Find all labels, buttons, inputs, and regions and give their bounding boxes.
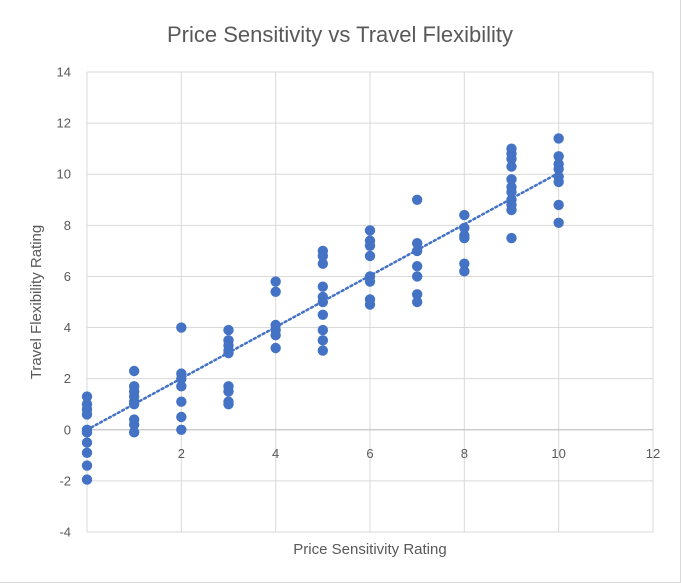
data-point (81, 409, 93, 420)
data-point (459, 209, 470, 221)
data-point (176, 424, 187, 435)
data-point (81, 427, 93, 438)
data-point (81, 460, 93, 471)
data-point (270, 342, 281, 354)
data-point (128, 419, 140, 430)
data-point (317, 335, 329, 346)
data-point (411, 261, 423, 272)
chart-title: Price Sensitivity vs Travel Flexibility (167, 22, 513, 47)
data-point (553, 176, 564, 188)
x-tick-label: 8 (461, 446, 468, 461)
data-point (411, 271, 423, 282)
data-point (506, 232, 517, 244)
x-tick-label: 10 (551, 446, 565, 461)
data-point (411, 238, 423, 249)
y-tick-label: 12 (57, 116, 71, 131)
data-point (364, 225, 376, 236)
data-point (223, 386, 234, 397)
data-point (411, 245, 423, 257)
y-tick-label: 4 (64, 320, 71, 335)
data-point (411, 289, 423, 300)
y-axis-title: Travel Flexibility Rating (28, 225, 45, 380)
y-tick-label: 0 (64, 422, 71, 437)
data-point (506, 204, 517, 216)
data-point (553, 151, 564, 162)
data-point (176, 411, 187, 423)
trendline-layer (85, 171, 560, 432)
data-point (553, 199, 564, 211)
data-point (81, 437, 93, 448)
x-tick-label: 2 (178, 446, 185, 461)
data-point (270, 286, 281, 297)
data-point (317, 345, 329, 356)
data-point (506, 186, 517, 198)
data-point (364, 250, 376, 262)
data-point (459, 222, 470, 234)
trendline (85, 171, 560, 432)
data-point (317, 309, 329, 320)
data-point (364, 299, 376, 310)
data-point (128, 399, 140, 410)
x-tick-label: 12 (646, 446, 660, 461)
data-point (81, 474, 93, 485)
data-point (317, 281, 329, 292)
data-point (459, 232, 470, 244)
data-point (553, 217, 564, 228)
data-point (223, 399, 234, 410)
data-point (506, 174, 517, 185)
data-point (317, 250, 329, 262)
y-tick-label: 6 (64, 269, 71, 284)
data-point (553, 133, 564, 144)
data-point (223, 324, 234, 336)
y-tick-label: 2 (64, 371, 71, 386)
data-point (411, 194, 423, 205)
data-point (128, 427, 140, 438)
y-tick-label: -4 (59, 525, 71, 540)
x-axis-title: Price Sensitivity Rating (293, 541, 446, 558)
tick-labels: -4 -2 0 2 4 6 8 10 12 14 2 4 6 8 10 12 (57, 65, 661, 540)
data-point (364, 276, 376, 287)
data-point (317, 296, 329, 308)
y-tick-label: -2 (59, 473, 71, 488)
data-point (459, 266, 470, 277)
y-tick-label: 8 (64, 218, 71, 233)
data-point (176, 373, 187, 384)
data-point (176, 322, 187, 333)
x-tick-label: 6 (366, 446, 373, 461)
y-tick-label: 14 (57, 65, 71, 80)
data-point (553, 163, 564, 175)
data-points (81, 133, 564, 485)
x-tick-label: 4 (272, 446, 279, 461)
data-point (317, 258, 329, 269)
data-point (317, 324, 329, 336)
data-point (176, 396, 187, 407)
data-point (81, 391, 93, 402)
data-point (411, 296, 423, 308)
data-point (506, 153, 517, 165)
data-point (270, 330, 281, 341)
data-point (506, 161, 517, 172)
data-point (176, 381, 187, 392)
data-point (223, 347, 234, 359)
data-point (270, 276, 281, 287)
y-tick-label: 10 (57, 167, 71, 182)
data-point (81, 447, 93, 458)
data-point (459, 258, 470, 269)
data-point (364, 240, 376, 251)
data-point (128, 365, 140, 377)
